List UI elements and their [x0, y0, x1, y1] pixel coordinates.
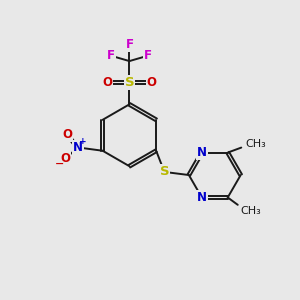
Text: O: O	[146, 76, 157, 89]
Text: S: S	[124, 76, 134, 89]
Text: F: F	[125, 38, 134, 51]
Text: O: O	[60, 152, 70, 166]
Text: N: N	[197, 146, 207, 159]
Text: N: N	[197, 191, 207, 204]
Text: CH₃: CH₃	[245, 139, 266, 149]
Text: N: N	[73, 141, 82, 154]
Text: −: −	[55, 159, 64, 169]
Text: +: +	[79, 137, 87, 146]
Text: S: S	[160, 165, 169, 178]
Text: CH₃: CH₃	[241, 206, 261, 216]
Text: O: O	[102, 76, 112, 89]
Text: F: F	[144, 49, 152, 62]
Text: F: F	[107, 49, 115, 62]
Text: O: O	[62, 128, 72, 141]
